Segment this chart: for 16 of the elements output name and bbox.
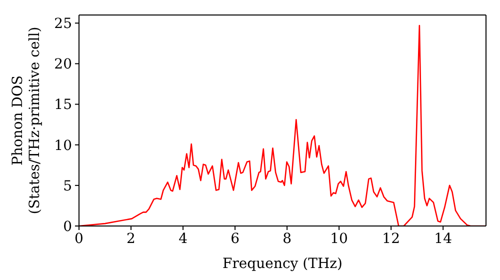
y-tick-label: 10	[54, 138, 72, 154]
x-tick-label: 0	[74, 230, 84, 247]
x-tick-label: 6	[230, 230, 240, 247]
y-tick-label: 0	[63, 218, 72, 235]
x-tick-label: 10	[330, 230, 348, 247]
y-tick-label: 25	[54, 16, 72, 32]
x-tick-label: 8	[282, 230, 292, 247]
x-tick-label: 4	[178, 230, 188, 247]
y-tick-label: 5	[63, 178, 72, 194]
x-axis-title: Frequency (THz)	[222, 256, 343, 272]
x-tick-label: 2	[126, 230, 136, 247]
y-tick-label: 15	[54, 97, 72, 114]
x-tick-label: 12	[382, 230, 400, 247]
y-axis-title: Phonon DOS (States/THz·primitive cell)	[10, 26, 43, 214]
y-tick-label: 20	[54, 56, 72, 73]
x-tick-label: 14	[434, 230, 452, 247]
